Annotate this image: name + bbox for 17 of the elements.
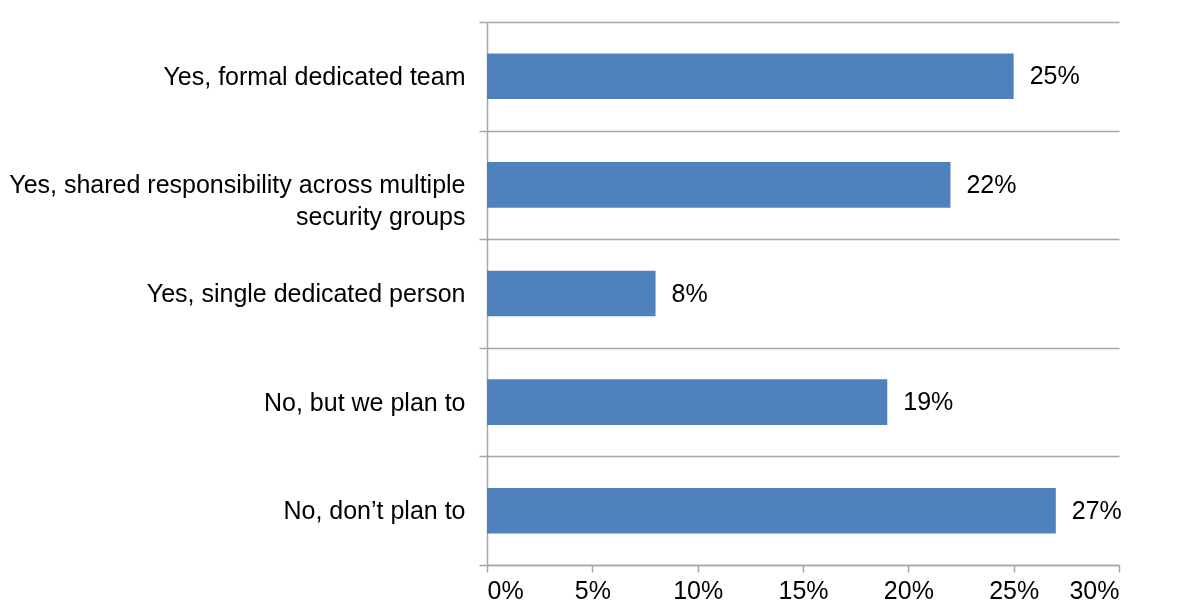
data-label: 27% [1071,495,1122,524]
data-label: 19% [903,387,954,416]
y-tick-label: Yes, shared responsibility across multiple security groups [9,170,466,231]
y-tick-label: Yes, single dedicated person [146,279,466,307]
y-tick-label: No, but we plan to [263,387,466,416]
x-tick-label: 5% [574,575,611,601]
data-label: 25% [1029,61,1080,90]
x-tick-label: 20% [883,575,934,601]
x-tick-label: 30% [1069,575,1120,601]
x-tick-label: 0% [487,575,524,601]
x-tick-label: 10% [673,575,724,601]
data-label: 8% [671,278,708,307]
y-tick-label: No, don’t plan to [283,496,466,525]
data-label: 22% [966,169,1017,198]
x-tick-label: 25% [989,575,1040,601]
y-tick-label: Yes, formal dedicated team [163,61,466,90]
x-tick-label: 15% [778,575,829,601]
